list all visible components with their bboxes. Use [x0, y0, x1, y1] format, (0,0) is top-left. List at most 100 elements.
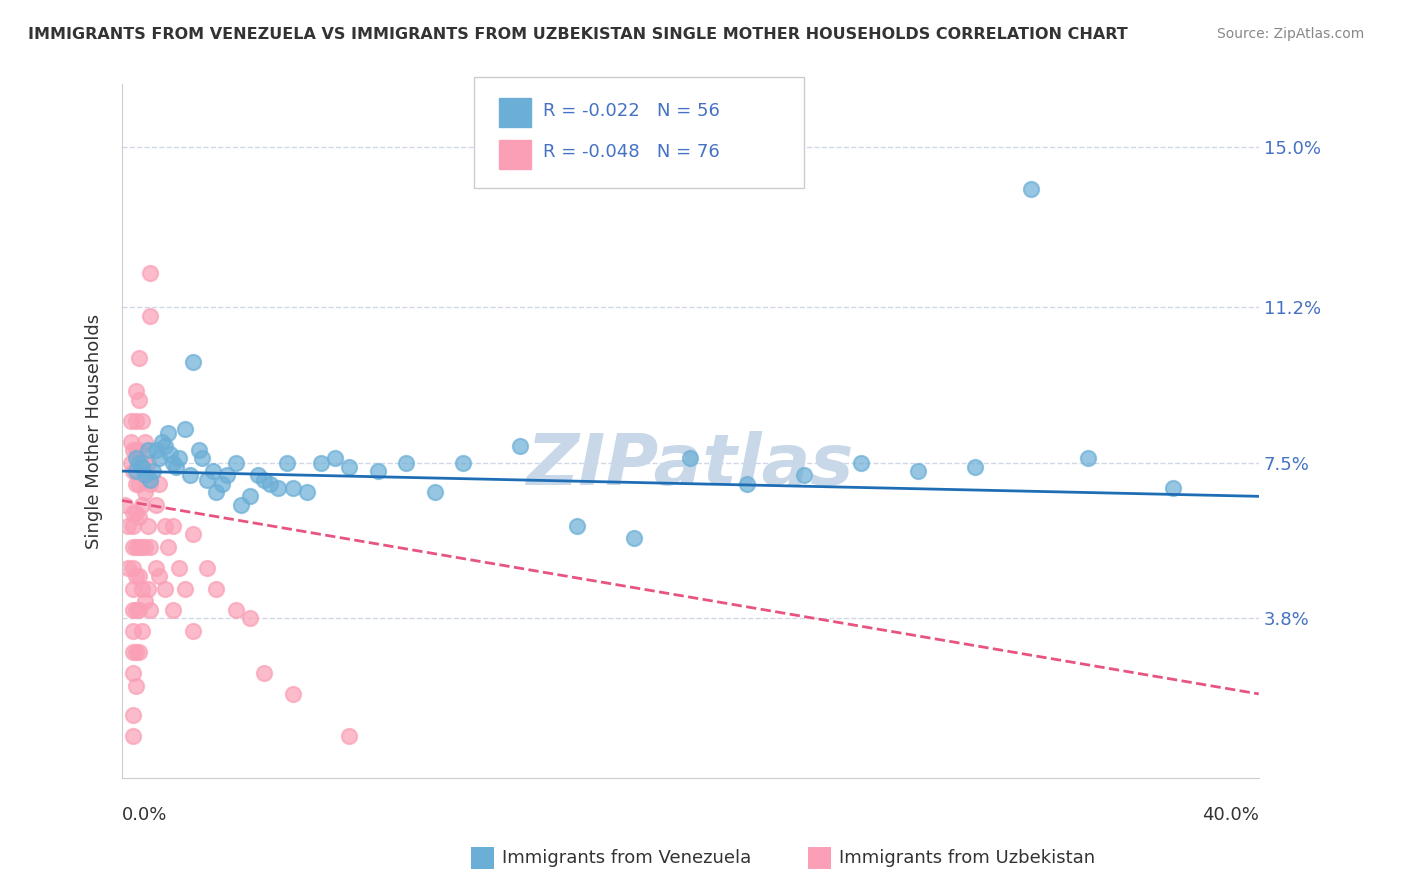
- Point: [134, 540, 156, 554]
- Point: [162, 456, 184, 470]
- Point: [173, 422, 195, 436]
- Point: [195, 561, 218, 575]
- Point: [159, 447, 181, 461]
- Point: [849, 456, 872, 470]
- Point: [150, 434, 173, 449]
- Point: [195, 473, 218, 487]
- Point: [128, 603, 150, 617]
- Point: [173, 582, 195, 596]
- Point: [623, 532, 645, 546]
- Point: [117, 518, 139, 533]
- Text: ZIPatlas: ZIPatlas: [527, 432, 853, 500]
- Point: [239, 489, 262, 503]
- Point: [451, 456, 474, 470]
- Point: [679, 451, 702, 466]
- Point: [156, 426, 179, 441]
- Point: [259, 476, 281, 491]
- Point: [139, 540, 162, 554]
- Point: [122, 443, 145, 458]
- Point: [128, 569, 150, 583]
- Point: [114, 498, 136, 512]
- Point: [963, 459, 986, 474]
- Point: [139, 309, 162, 323]
- Point: [156, 540, 179, 554]
- Point: [122, 464, 145, 478]
- Point: [122, 729, 145, 743]
- Point: [136, 518, 159, 533]
- Point: [128, 476, 150, 491]
- Point: [120, 456, 142, 470]
- Point: [142, 464, 165, 478]
- Text: 40.0%: 40.0%: [1202, 805, 1258, 823]
- Point: [125, 679, 148, 693]
- Point: [205, 582, 228, 596]
- Point: [295, 485, 318, 500]
- Point: [125, 451, 148, 466]
- Point: [162, 603, 184, 617]
- Point: [131, 414, 153, 428]
- Point: [136, 456, 159, 470]
- Point: [125, 476, 148, 491]
- Point: [225, 603, 247, 617]
- Point: [181, 527, 204, 541]
- Point: [125, 443, 148, 458]
- Point: [120, 434, 142, 449]
- Point: [122, 603, 145, 617]
- Point: [565, 518, 588, 533]
- Point: [122, 665, 145, 680]
- FancyBboxPatch shape: [474, 78, 804, 188]
- Point: [907, 464, 929, 478]
- Point: [153, 439, 176, 453]
- Point: [205, 485, 228, 500]
- Point: [253, 473, 276, 487]
- Point: [131, 459, 153, 474]
- Point: [167, 561, 190, 575]
- Point: [190, 451, 212, 466]
- Point: [131, 582, 153, 596]
- Point: [145, 443, 167, 458]
- Point: [125, 645, 148, 659]
- Point: [509, 439, 531, 453]
- Point: [148, 451, 170, 466]
- Point: [247, 468, 270, 483]
- Text: Immigrants from Venezuela: Immigrants from Venezuela: [502, 849, 751, 867]
- Point: [128, 540, 150, 554]
- Point: [276, 456, 298, 470]
- Point: [117, 561, 139, 575]
- Point: [139, 473, 162, 487]
- Point: [1163, 481, 1185, 495]
- Point: [423, 485, 446, 500]
- Point: [122, 506, 145, 520]
- Point: [167, 451, 190, 466]
- Point: [337, 729, 360, 743]
- Point: [181, 355, 204, 369]
- Point: [187, 443, 209, 458]
- Point: [125, 506, 148, 520]
- Point: [122, 540, 145, 554]
- Text: Immigrants from Uzbekistan: Immigrants from Uzbekistan: [839, 849, 1095, 867]
- Point: [134, 485, 156, 500]
- Point: [309, 456, 332, 470]
- Point: [165, 459, 187, 474]
- Text: 0.0%: 0.0%: [122, 805, 167, 823]
- Point: [131, 498, 153, 512]
- Point: [128, 645, 150, 659]
- Point: [120, 414, 142, 428]
- Point: [1021, 182, 1043, 196]
- Point: [122, 561, 145, 575]
- Point: [231, 498, 253, 512]
- Point: [735, 476, 758, 491]
- Text: IMMIGRANTS FROM VENEZUELA VS IMMIGRANTS FROM UZBEKISTAN SINGLE MOTHER HOUSEHOLDS: IMMIGRANTS FROM VENEZUELA VS IMMIGRANTS …: [28, 27, 1128, 42]
- Point: [131, 624, 153, 638]
- Point: [153, 582, 176, 596]
- Point: [128, 510, 150, 524]
- Point: [367, 464, 389, 478]
- Point: [337, 459, 360, 474]
- Y-axis label: Single Mother Households: Single Mother Households: [86, 314, 103, 549]
- Point: [148, 569, 170, 583]
- Point: [128, 443, 150, 458]
- Point: [139, 476, 162, 491]
- Point: [281, 687, 304, 701]
- Point: [128, 392, 150, 407]
- Point: [122, 624, 145, 638]
